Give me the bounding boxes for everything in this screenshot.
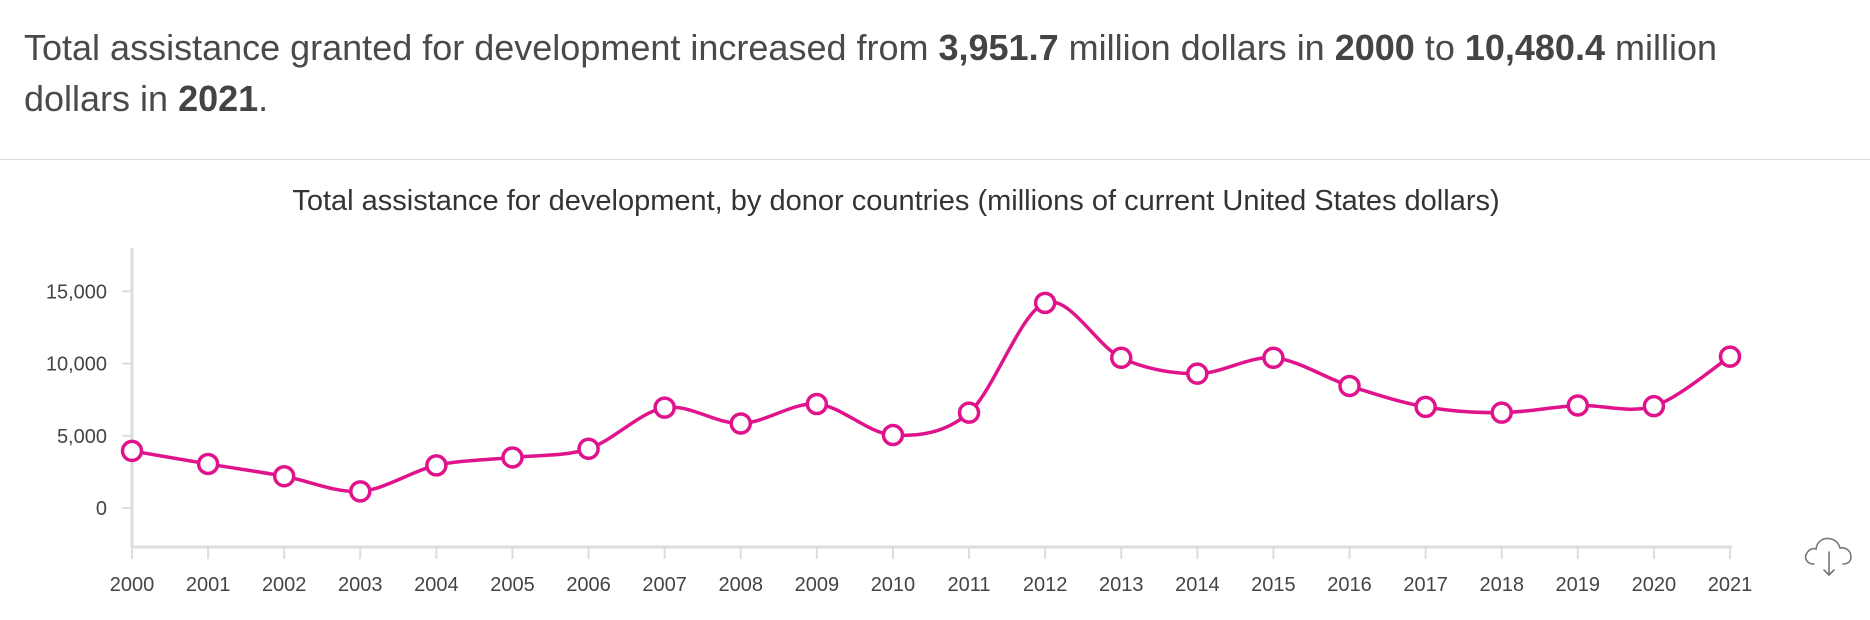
- x-tick-label: 2015: [1251, 574, 1296, 596]
- chart-container: Total assistance for development, by don…: [0, 160, 1870, 620]
- x-tick-label: 2005: [490, 574, 535, 596]
- headline-value-start: 3,951.7: [938, 27, 1059, 68]
- data-point-2001[interactable]: [196, 452, 220, 476]
- headline-text-3: to: [1414, 27, 1465, 68]
- data-point-2008[interactable]: [729, 412, 753, 435]
- y-tick-label: 5,000: [57, 426, 107, 448]
- data-point-2019[interactable]: [1566, 394, 1590, 417]
- x-tick-label: 2001: [186, 574, 231, 596]
- x-tick-label: 2010: [871, 574, 916, 596]
- y-tick-label: 15,000: [46, 281, 107, 303]
- headline-summary: Total assistance granted for development…: [24, 22, 1804, 124]
- data-point-2011[interactable]: [957, 401, 981, 424]
- headline-text-1: Total assistance granted for development…: [24, 27, 939, 68]
- data-point-2020[interactable]: [1642, 394, 1666, 418]
- x-tick-label: 2016: [1327, 574, 1372, 596]
- data-point-2016[interactable]: [1338, 374, 1361, 398]
- data-point-2002[interactable]: [272, 464, 296, 488]
- data-point-2007[interactable]: [653, 396, 676, 419]
- series-points: [120, 291, 1742, 503]
- section-divider: [0, 159, 1870, 160]
- download-button[interactable]: [1800, 530, 1860, 580]
- x-tick-label: 2020: [1632, 574, 1677, 596]
- chart-title: Total assistance for development, by don…: [292, 185, 1499, 217]
- data-point-2018[interactable]: [1490, 401, 1513, 424]
- headline-year-start: 2000: [1334, 27, 1415, 68]
- data-point-2009[interactable]: [805, 392, 829, 416]
- data-point-2021[interactable]: [1718, 345, 1742, 368]
- headline-text-4: million dollars in: [24, 27, 1718, 119]
- x-tick-label: 2006: [566, 574, 611, 596]
- data-point-2010[interactable]: [881, 423, 905, 447]
- line-chart: Total assistance for development, by don…: [46, 185, 1753, 596]
- x-tick-label: 2000: [110, 574, 155, 596]
- data-point-2015[interactable]: [1262, 346, 1285, 370]
- data-point-2003[interactable]: [349, 480, 372, 503]
- headline-year-end: 2021: [178, 78, 259, 119]
- x-tick-label: 2021: [1708, 574, 1753, 596]
- data-point-2005[interactable]: [501, 446, 524, 469]
- x-tick-label: 2003: [338, 574, 383, 596]
- data-point-2000[interactable]: [120, 439, 144, 463]
- data-point-2006[interactable]: [577, 437, 600, 461]
- x-tick-label: 2013: [1099, 574, 1144, 596]
- x-tick-label: 2019: [1556, 574, 1601, 596]
- chart-axes: [130, 248, 1732, 549]
- y-axis-ticks: 0 5,000 10,000 15,000: [46, 281, 132, 520]
- headline-text-2: million dollars in: [1058, 27, 1335, 68]
- x-tick-label: 2009: [795, 574, 840, 596]
- headline-text-5: .: [258, 78, 269, 119]
- y-tick-label: 0: [96, 498, 107, 520]
- x-tick-label: 2012: [1023, 574, 1068, 596]
- x-tick-label: 2014: [1175, 574, 1220, 596]
- x-tick-label: 2004: [414, 574, 459, 596]
- headline-value-end: 10,480.4: [1464, 27, 1605, 68]
- data-point-2017[interactable]: [1414, 395, 1437, 419]
- x-tick-label: 2017: [1403, 574, 1448, 596]
- x-tick-label: 2018: [1479, 574, 1524, 596]
- cloud-download-icon: [1804, 537, 1852, 576]
- x-tick-label: 2008: [719, 574, 764, 596]
- x-axis-ticks: 2000 2001 2002 2003 2004 2005 2006 2007 2008 2009…: [110, 547, 1753, 596]
- data-point-2013[interactable]: [1109, 346, 1133, 370]
- series-line: [131, 300, 1731, 494]
- data-point-2012[interactable]: [1033, 291, 1057, 315]
- x-tick-label: 2007: [642, 574, 687, 596]
- data-point-2014[interactable]: [1186, 362, 1209, 385]
- y-tick-label: 10,000: [46, 354, 107, 376]
- x-tick-label: 2011: [948, 574, 991, 596]
- x-tick-label: 2002: [262, 574, 307, 596]
- data-point-2004[interactable]: [425, 454, 448, 477]
